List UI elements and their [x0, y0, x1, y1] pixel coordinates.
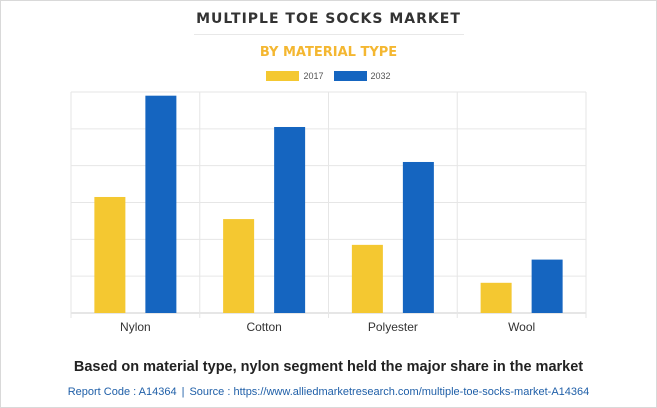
report-code: Report Code : A14364 [67, 386, 177, 398]
bar-nylon-2017[interactable] [94, 196, 126, 313]
x-tick-label-polyester: Polyester [368, 320, 418, 334]
bar-cotton-2017[interactable] [223, 219, 255, 313]
chart-title: MULTIPLE TOE SOCKS MARKET [196, 11, 461, 27]
legend-swatch-2017 [266, 71, 300, 81]
bar-wool-2017[interactable] [480, 282, 512, 313]
legend-label-2017: 2017 [303, 71, 324, 81]
legend-swatch-2032 [333, 71, 367, 81]
bar-chart: Nylon Cotton Polyester Wool [70, 91, 587, 334]
bar-polyester-2032[interactable] [402, 161, 434, 313]
legend-label-2032: 2032 [370, 71, 391, 81]
chart-legend: 2017 2032 [1, 71, 656, 81]
legend-item-2032[interactable]: 2032 [333, 71, 391, 81]
source-link[interactable]: Source : https://www.alliedmarketresearc… [189, 386, 590, 398]
bar-polyester-2017[interactable] [351, 244, 383, 313]
title-divider [194, 34, 464, 35]
bar-nylon-2032[interactable] [145, 95, 177, 313]
chart-caption: Based on material type, nylon segment he… [73, 359, 584, 375]
legend-item-2017[interactable]: 2017 [266, 71, 324, 81]
footer-separator: | [181, 386, 185, 398]
bar-wool-2032[interactable] [531, 259, 563, 313]
chart-bars [94, 95, 563, 313]
x-axis-labels: Nylon Cotton Polyester Wool [120, 320, 535, 334]
x-tick-label-nylon: Nylon [120, 320, 151, 334]
chart-subtitle: BY MATERIAL TYPE [259, 45, 398, 60]
x-tick-label-cotton: Cotton [246, 320, 281, 334]
report-footer: Report Code : A14364 | Source : https://ww… [1, 386, 656, 398]
x-tick-label-wool: Wool [508, 320, 535, 334]
bar-cotton-2032[interactable] [274, 126, 306, 313]
